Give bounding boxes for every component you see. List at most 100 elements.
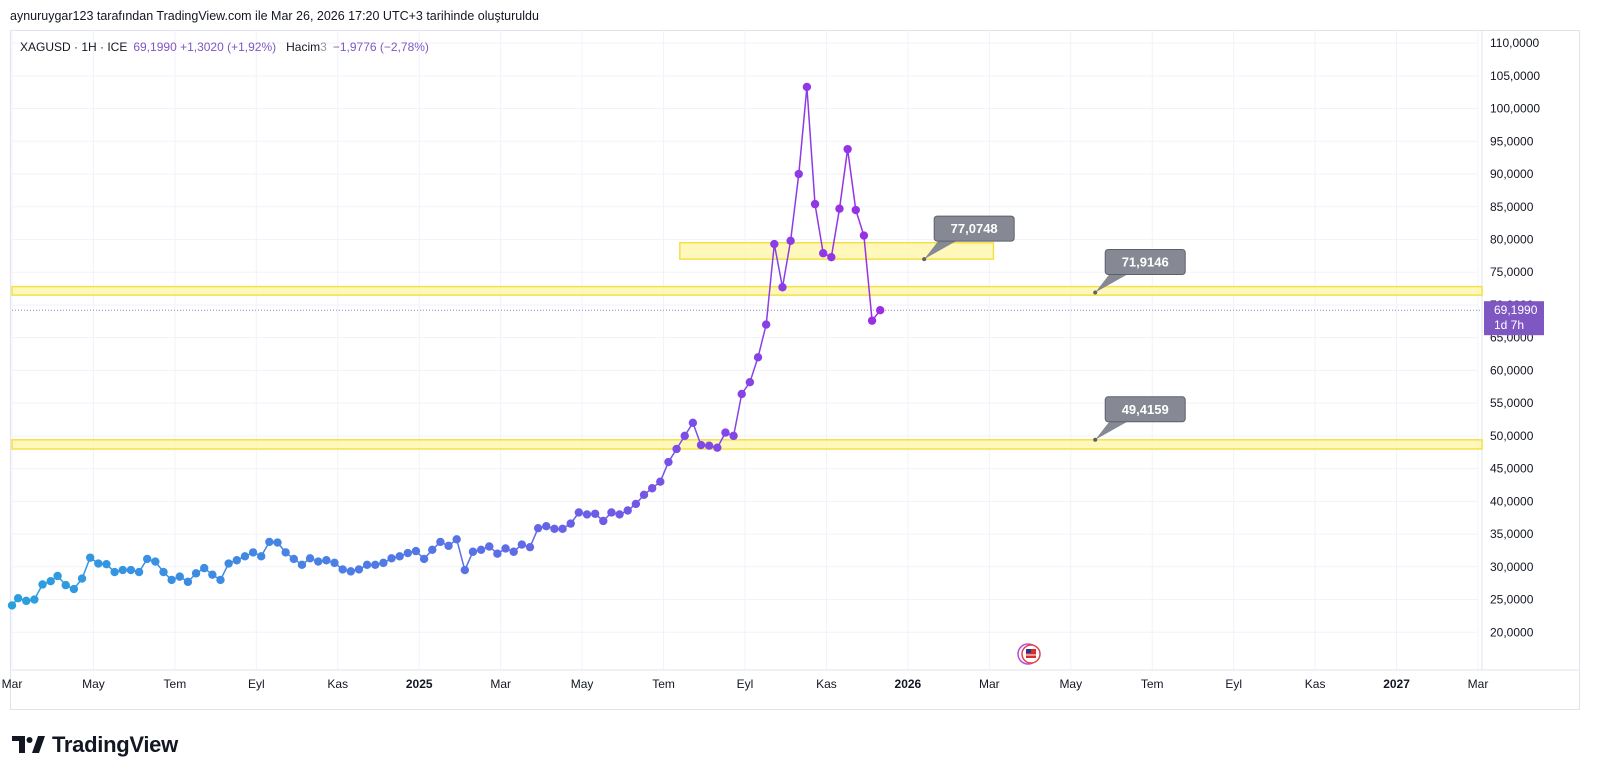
support-resistance-zones[interactable] <box>11 242 1483 450</box>
data-point <box>517 540 527 549</box>
callout-anchor <box>922 257 927 262</box>
data-point <box>346 567 356 576</box>
callout-box <box>933 215 1015 242</box>
tradingview-logo-icon <box>12 736 45 753</box>
data-point <box>200 563 209 573</box>
x-axis[interactable]: Mar May Tem Eyl Kas 2025 Mar May Tem Eyl Kas 2026 Ma… <box>2 677 1489 691</box>
x-tick-label: Kas <box>816 677 837 691</box>
chart-legend: XAGUSD · 1H · ICE 69,1990 +1,3020 (+1,92%… <box>20 40 429 54</box>
data-point <box>786 236 795 245</box>
data-point <box>867 316 877 325</box>
x-tick-label: Tem <box>1141 677 1164 691</box>
data-point <box>371 560 380 570</box>
data-point <box>330 558 339 568</box>
data-point <box>38 580 47 589</box>
callout-anchor <box>1093 437 1098 442</box>
x-tick-label: Eyl <box>248 677 265 691</box>
x-tick-label: Eyl <box>737 677 754 691</box>
x-tick-label: 2027 <box>1383 677 1410 691</box>
data-point <box>30 595 39 604</box>
last-price-bg <box>1484 301 1544 336</box>
data-point <box>753 353 763 362</box>
data-point <box>94 559 103 568</box>
data-point <box>623 506 632 515</box>
data-point <box>550 524 559 534</box>
data-point <box>493 549 502 558</box>
data-point <box>126 565 136 575</box>
data-point <box>615 510 624 519</box>
data-point <box>452 535 461 544</box>
data-point <box>289 554 298 564</box>
data-point <box>411 546 421 556</box>
data-point <box>582 510 592 519</box>
x-tick-label: May <box>1059 677 1082 691</box>
x-tick-label: May <box>82 677 105 691</box>
data-point <box>53 571 62 581</box>
data-point <box>216 575 225 585</box>
y-tick-label: 75,0000 <box>1490 265 1534 279</box>
data-point <box>69 584 79 594</box>
data-point <box>704 441 714 450</box>
data-point <box>191 569 201 578</box>
data-point <box>257 552 266 561</box>
data-point <box>436 537 445 547</box>
data-point <box>61 580 70 590</box>
data-point <box>362 560 372 570</box>
price-callouts[interactable]: 77,0748 71,9146 49,4159 <box>922 215 1186 442</box>
y-tick-label: 30,0000 <box>1490 560 1534 574</box>
data-point <box>468 547 478 556</box>
data-point <box>737 389 746 399</box>
x-tick-label: May <box>571 677 594 691</box>
data-point <box>639 490 649 499</box>
x-tick-label: Kas <box>327 677 348 691</box>
y-tick-label: 40,0000 <box>1490 494 1534 508</box>
tradingview-brand[interactable]: TradingView <box>12 732 178 758</box>
price-series-points <box>7 82 885 610</box>
symbol-label[interactable]: XAGUSD · 1H · ICE <box>20 40 128 54</box>
data-point <box>590 509 600 518</box>
data-point <box>7 601 17 610</box>
y-tick-label: 60,0000 <box>1490 363 1534 377</box>
data-point <box>265 537 274 547</box>
last-price-countdown: 1d 7h <box>1494 318 1524 332</box>
price-values: 69,1990 +1,3020 (+1,92%) <box>133 40 277 54</box>
callout-label: 71,9146 <box>1122 255 1169 270</box>
callout-box <box>1104 396 1186 423</box>
data-point <box>118 565 127 575</box>
data-point <box>167 575 176 585</box>
y-tick-label: 90,0000 <box>1490 167 1534 181</box>
data-point <box>240 552 250 561</box>
data-point <box>22 596 31 606</box>
data-point <box>745 377 755 387</box>
data-point <box>379 558 388 568</box>
volume-label[interactable]: Hacim <box>286 40 321 54</box>
data-point <box>134 567 144 577</box>
data-point <box>525 542 535 552</box>
data-point <box>403 548 413 558</box>
callout-pointer <box>924 241 957 260</box>
data-point <box>688 418 698 427</box>
data-point <box>354 565 364 574</box>
data-point <box>151 557 160 566</box>
data-point <box>761 320 771 329</box>
economic-event-icon[interactable] <box>1017 643 1041 665</box>
callout-pointer <box>1095 274 1128 293</box>
y-tick-label: 55,0000 <box>1490 396 1534 410</box>
data-point <box>656 477 665 486</box>
callout-box <box>1104 249 1186 276</box>
x-tick-label: Mar <box>2 677 23 691</box>
data-point <box>273 538 282 547</box>
price-series-line <box>11 86 881 606</box>
volume-suffix: 3 <box>320 40 327 54</box>
y-tick-label: 95,0000 <box>1490 134 1534 148</box>
data-point <box>647 484 657 493</box>
data-point <box>794 169 803 179</box>
data-point <box>338 565 347 574</box>
y-tick-label: 80,0000 <box>1490 232 1534 246</box>
y-tick-label: 110,0000 <box>1490 36 1539 50</box>
price-zone <box>11 439 1483 450</box>
y-axis[interactable]: 110,0000 105,0000 100,0000 95,0000 90,0000 85… <box>1490 36 1540 639</box>
y-tick-label: 50,0000 <box>1490 429 1534 443</box>
